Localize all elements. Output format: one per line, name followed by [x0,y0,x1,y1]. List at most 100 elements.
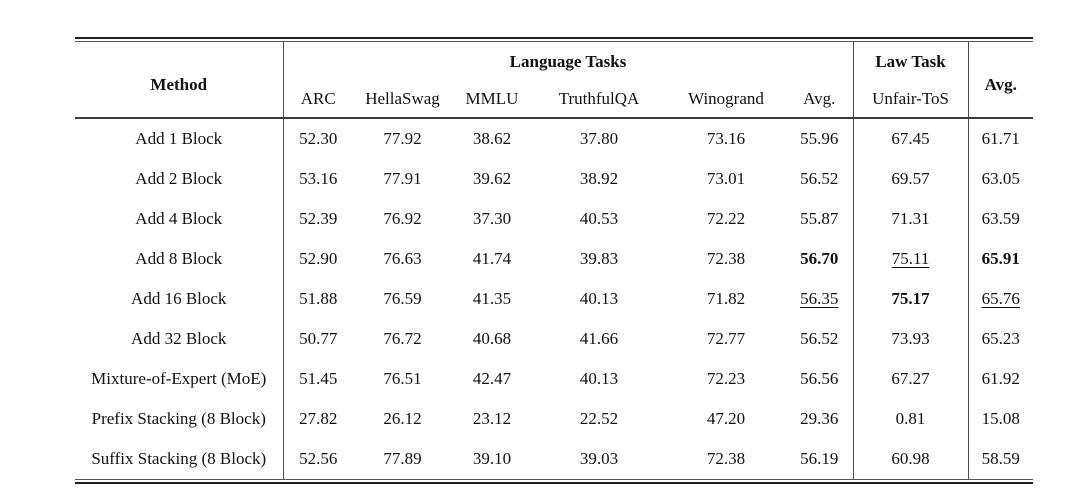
table-body: Add 1 Block 52.30 77.92 38.62 37.80 73.16 55.9… [75,118,1034,479]
value-cell: 52.39 [282,199,353,239]
value-cell: 0.81 [852,399,969,439]
value-cell: 76.72 [383,328,422,348]
value-cell: 77.89 [383,448,422,468]
subheader-hellaswag: HellaSwag [353,82,452,119]
value-cell: 63.05 [967,159,1034,199]
top-double-rule [75,37,1033,42]
avg-column-header: Avg. [967,42,1034,119]
value-cell: 61.92 [967,359,1034,399]
table-row: Suffix Stacking (8 Block) 52.56 77.89 39.10… [75,439,1034,479]
value-cell: 60.98 [852,439,969,479]
language-tasks-group-header: Language Tasks [282,42,854,82]
value-cell: 22.52 [579,408,619,428]
value-cell: 51.88 [282,279,353,319]
header-sub-row: ARC HellaSwag MMLU TruthfulQA Winogrand … [75,82,1033,119]
value-cell: 56.35 [800,288,839,308]
value-cell: 67.27 [852,359,969,399]
rule-line [75,41,1033,42]
value-cell: 41.74 [472,248,512,268]
value-cell: 38.62 [472,128,512,148]
value-cell: 69.57 [852,159,969,199]
subheader-mmlu: MMLU [452,82,532,119]
subheader-unfair-tos: Unfair-ToS [852,82,969,119]
value-cell: 73.16 [706,128,746,148]
value-cell: 72.77 [706,328,746,348]
benchmark-table-container: Method Language Tasks Law Task Avg. ARC … [75,37,1034,484]
value-cell: 41.66 [579,328,619,348]
value-cell: 39.62 [472,168,512,188]
value-cell: 77.91 [383,168,422,188]
value-cell: 50.77 [282,319,353,359]
table-row: Add 16 Block 51.88 76.59 41.35 40.13 71.82 56.… [75,279,1034,319]
method-cell: Prefix Stacking (8 Block) [91,408,266,428]
value-cell: 52.30 [282,118,353,159]
method-cell: Add 1 Block [135,128,223,148]
value-cell: 37.80 [579,128,619,148]
table-row: Add 2 Block 53.16 77.91 39.62 38.92 73.01 56.5… [75,159,1034,199]
value-cell: 71.31 [852,199,969,239]
value-cell: 76.51 [383,368,422,388]
bottom-double-rule [75,479,1033,484]
value-cell: 73.93 [852,319,969,359]
value-cell: 42.47 [472,368,512,388]
value-cell: 58.59 [967,439,1034,479]
value-cell: 56.56 [800,368,839,388]
method-column-header: Method [75,42,283,119]
value-cell: 40.13 [579,288,619,308]
rule-line [75,482,1033,484]
subheader-language-avg: Avg. [786,82,854,119]
value-cell: 75.11 [852,239,969,279]
value-cell: 41.35 [472,288,512,308]
method-cell: Add 2 Block [135,168,223,188]
law-task-group-header: Law Task [852,42,969,82]
value-cell: 71.82 [706,288,746,308]
value-cell: 72.22 [706,208,746,228]
table-row: Mixture-of-Expert (MoE) 51.45 76.51 42.47 40… [75,359,1034,399]
value-cell: 27.82 [282,399,353,439]
value-cell: 56.19 [800,448,839,468]
value-cell: 72.38 [706,448,746,468]
value-cell: 65.91 [967,239,1034,279]
value-cell: 40.13 [579,368,619,388]
value-cell: 40.68 [472,328,512,348]
value-cell: 47.20 [706,408,746,428]
method-cell: Suffix Stacking (8 Block) [91,448,267,468]
method-cell: Add 32 Block [131,328,227,348]
value-cell: 76.92 [383,208,422,228]
value-cell: 53.16 [282,159,353,199]
table-row: Add 8 Block 52.90 76.63 41.74 39.83 72.38 56.7… [75,239,1034,279]
rule-line [75,37,1033,39]
value-cell: 52.90 [282,239,353,279]
value-cell: 39.83 [579,248,619,268]
value-cell: 77.92 [383,128,422,148]
value-cell: 72.38 [706,248,746,268]
value-cell: 56.52 [800,168,839,188]
method-cell: Mixture-of-Expert (MoE) [91,368,267,388]
results-table: Method Language Tasks Law Task Avg. ARC … [75,42,1034,479]
value-cell: 75.17 [852,279,969,319]
value-cell: 39.03 [579,448,619,468]
value-cell: 65.76 [967,279,1034,319]
value-cell: 63.59 [967,199,1034,239]
value-cell: 40.53 [579,208,619,228]
method-cell: Add 4 Block [135,208,223,228]
value-cell: 76.63 [383,248,422,268]
value-cell: 55.87 [800,208,839,228]
value-cell: 56.70 [800,248,839,268]
value-cell: 51.45 [282,359,353,399]
table-header: Method Language Tasks Law Task Avg. ARC … [75,42,1034,119]
rule-line [75,479,1033,480]
value-cell: 15.08 [967,399,1034,439]
value-cell: 37.30 [472,208,512,228]
method-cell: Add 16 Block [131,288,227,308]
value-cell: 38.92 [579,168,619,188]
subheader-winogrand: Winogrand [666,82,786,119]
table-row: Add 4 Block 52.39 76.92 37.30 40.53 72.22 55.8… [75,199,1034,239]
value-cell: 56.52 [800,328,839,348]
value-cell: 67.45 [852,118,969,159]
value-cell: 52.56 [282,439,353,479]
method-cell: Add 8 Block [135,248,223,268]
value-cell: 61.71 [967,118,1034,159]
table-row: Add 1 Block 52.30 77.92 38.62 37.80 73.16 55.9… [75,118,1034,159]
value-cell: 55.96 [800,128,839,148]
